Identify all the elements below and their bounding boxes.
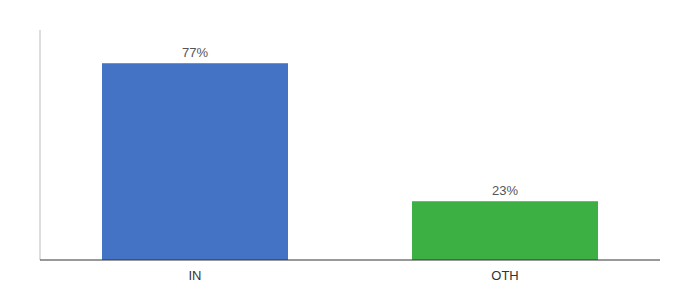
data-label: 23% <box>492 183 518 198</box>
bar <box>412 201 598 260</box>
bars <box>102 63 598 260</box>
data-label: 77% <box>182 45 208 60</box>
x-tick-label: OTH <box>491 268 518 283</box>
chart-container: 77% 23% IN OTH <box>0 0 680 300</box>
y-axis-line <box>40 30 41 260</box>
x-tick-label: IN <box>189 268 202 283</box>
bar <box>102 63 288 260</box>
x-axis-line <box>40 260 660 261</box>
chart-svg: 77% 23% IN OTH <box>0 0 680 300</box>
